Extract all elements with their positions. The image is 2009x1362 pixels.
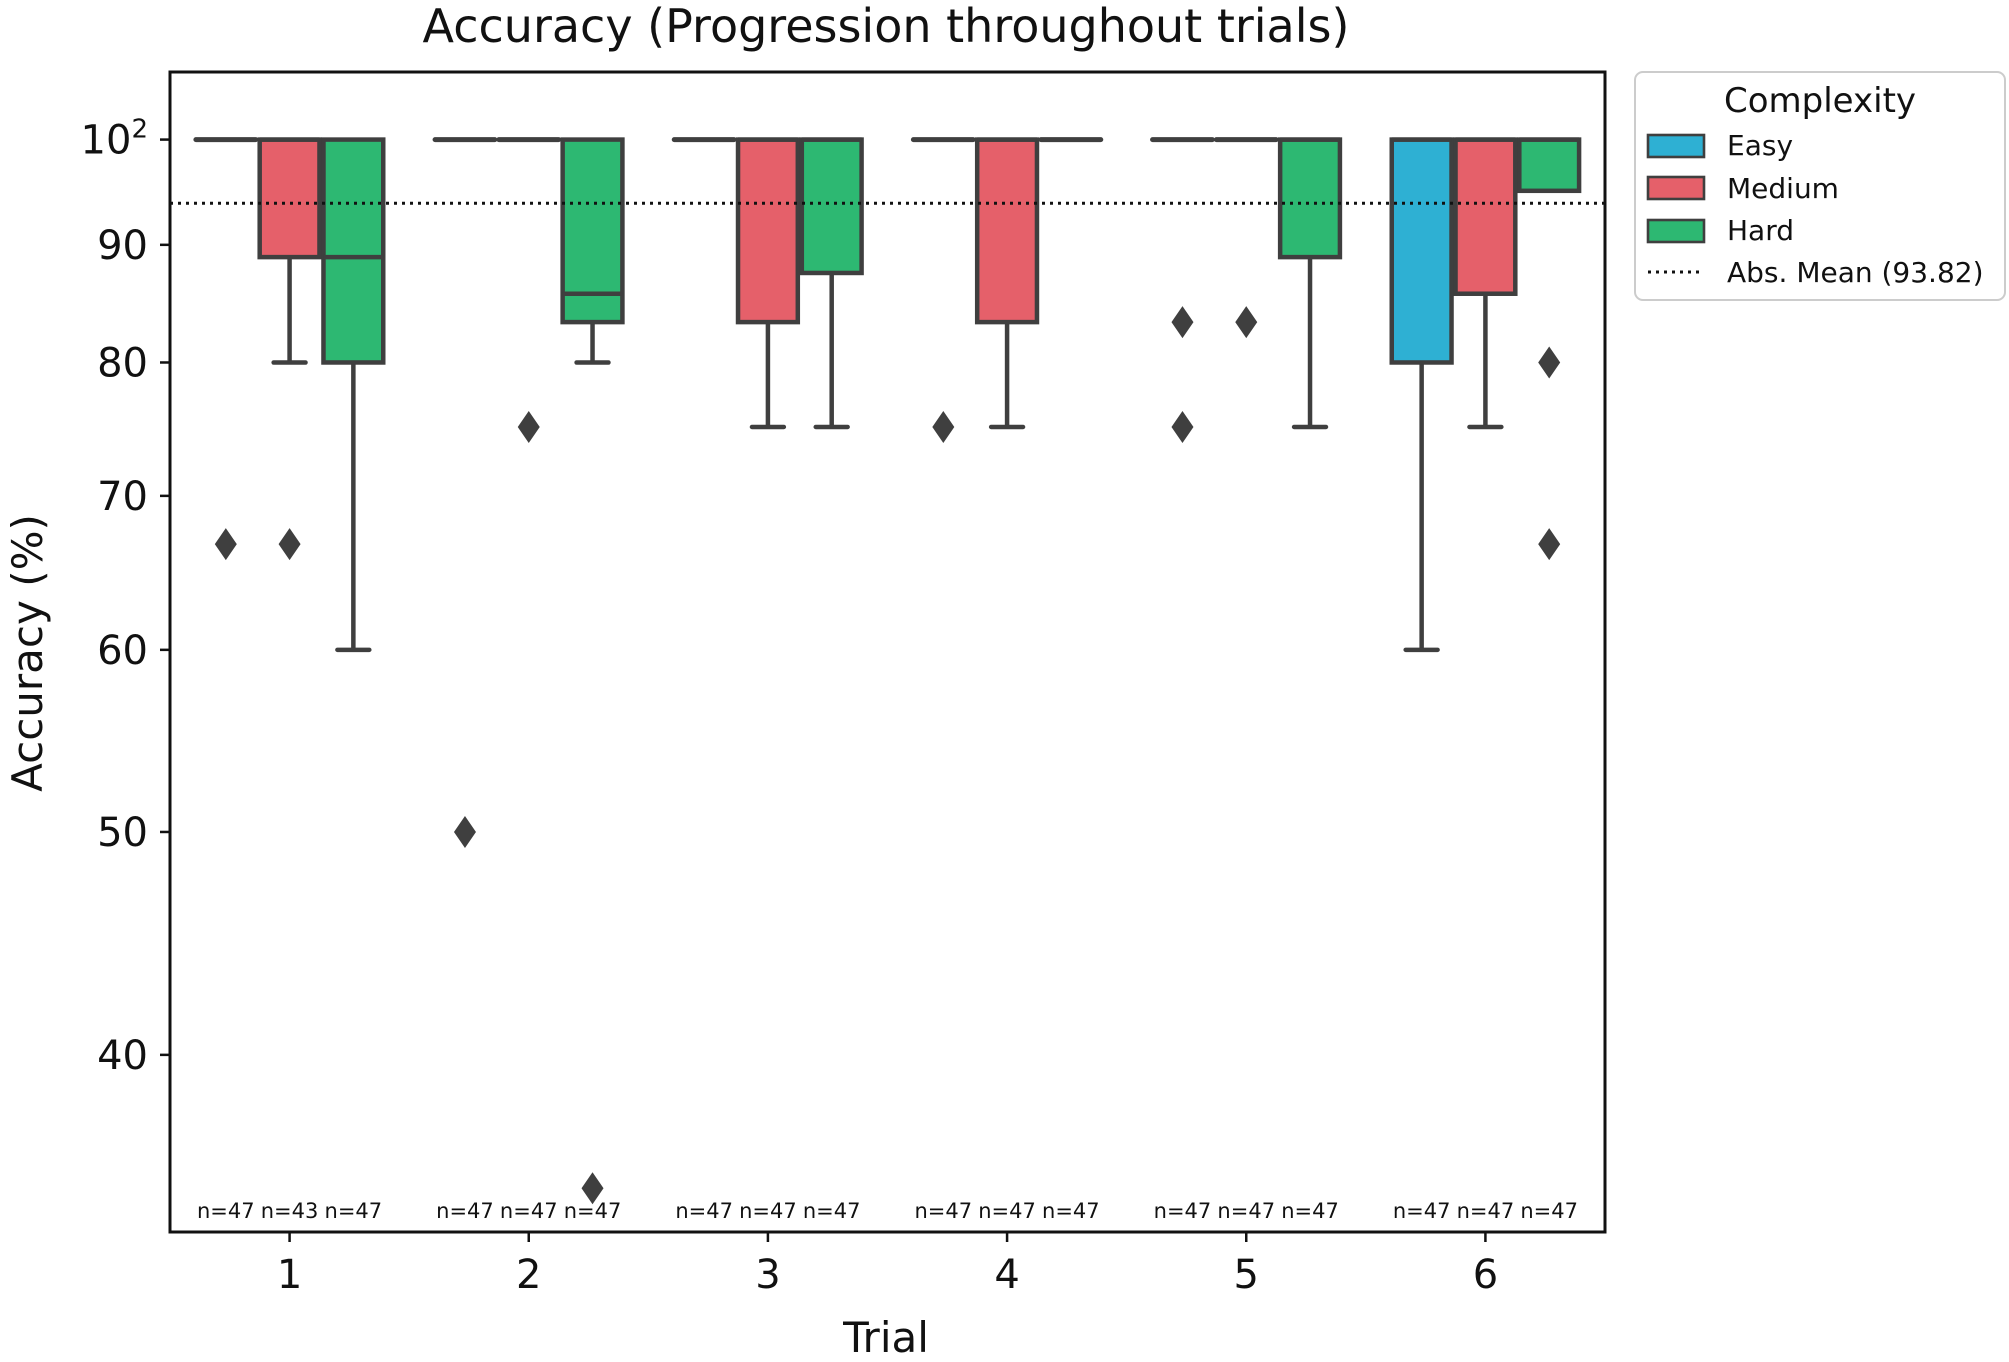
sample-size-label: n=47 [1520,1199,1578,1223]
outlier-marker [517,410,540,443]
box [1517,137,1582,194]
outlier-marker [214,528,237,561]
box [799,137,864,276]
y-tick-label: 102 [81,115,148,164]
legend-title: Complexity [1724,81,1916,121]
legend: Complexity Easy Medium Hard Abs. Mean (9… [1634,71,2006,301]
box [1277,137,1343,260]
outlier-marker [1538,346,1561,379]
box [1389,137,1454,365]
box [974,137,1040,325]
y-tick-label: 40 [97,1033,148,1079]
outlier-marker [1171,410,1194,443]
x-tick-label: 1 [277,1252,302,1298]
outlier-marker [1538,528,1561,561]
sample-size-label: n=47 [803,1199,861,1223]
y-tick-label: 80 [97,340,148,386]
box [1453,137,1518,296]
plot-frame [168,70,1607,1234]
legend-label-hard: Hard [1727,214,1794,247]
sample-size-label: n=47 [1217,1199,1275,1223]
outlier-marker [1171,306,1194,339]
sample-size-label: n=47 [675,1199,733,1223]
sample-size-label: n=47 [325,1199,383,1223]
sample-size-label: n=43 [261,1199,319,1223]
legend-label-mean: Abs. Mean (93.82) [1727,256,1984,289]
y-axis-label: Accuracy (%) [3,514,52,792]
x-tick-label: 4 [994,1252,1019,1298]
sample-size-label: n=47 [197,1199,255,1223]
x-axis-label: Trial [842,1313,929,1362]
sample-size-label: n=47 [914,1199,972,1223]
sample-size-label: n=47 [1042,1199,1100,1223]
y-tick-label: 50 [97,810,148,856]
chart-title: Accuracy (Progression throughout trials) [423,0,1350,53]
x-tick-label: 6 [1473,1252,1498,1298]
sample-size-label: n=47 [1457,1199,1515,1223]
box [257,137,322,260]
y-tick-label: 60 [97,628,148,674]
legend-swatch-medium [1646,175,1706,201]
box [321,137,386,365]
sample-size-label: n=47 [564,1199,622,1223]
sample-size-label: n=47 [739,1199,797,1223]
y-tick-label: 90 [97,223,148,269]
legend-label-medium: Medium [1727,172,1839,205]
sample-size-label: n=47 [1281,1199,1339,1223]
outlier-marker [278,528,301,561]
sample-size-label: n=47 [1393,1199,1451,1223]
legend-swatch-easy [1646,133,1706,159]
sample-size-label: n=47 [436,1199,494,1223]
legend-label-easy: Easy [1727,129,1793,162]
legend-swatch-hard [1646,218,1706,244]
y-tick-label: 70 [97,474,148,520]
x-tick-label: 3 [755,1252,780,1298]
sample-size-label: n=47 [500,1199,558,1223]
box [735,137,801,325]
x-tick-label: 5 [1234,1252,1259,1298]
outlier-marker [932,410,955,443]
outlier-marker [453,815,476,848]
sample-size-label: n=47 [978,1199,1036,1223]
legend-frame [1634,71,2006,301]
sample-size-label: n=47 [1154,1199,1212,1223]
x-tick-label: 2 [516,1252,541,1298]
outlier-marker [581,1172,604,1205]
outlier-marker [1235,306,1258,339]
